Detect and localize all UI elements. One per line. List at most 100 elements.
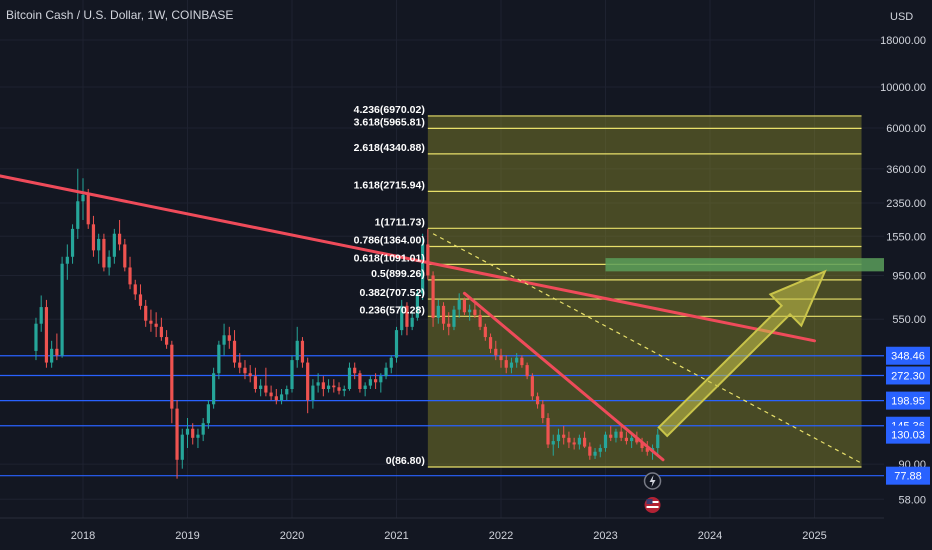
candle-body xyxy=(65,256,69,264)
price-badge[interactable] xyxy=(886,366,930,385)
time-axis[interactable]: 2018 2019 2020 2021 2022 2023 2024 2025 xyxy=(0,517,884,542)
us-flag-icon[interactable] xyxy=(644,497,661,513)
price-tick-label: 18000.00 xyxy=(880,35,926,47)
candle-body xyxy=(436,305,440,318)
candle-body xyxy=(337,387,341,391)
price-tick-label: 6000.00 xyxy=(886,123,926,135)
resistance-zone[interactable] xyxy=(605,258,885,272)
candle-body xyxy=(243,367,247,374)
time-tick-label: 2023 xyxy=(593,530,617,542)
lightning-icon[interactable] xyxy=(643,472,662,490)
candle-body xyxy=(86,194,90,225)
candle-body xyxy=(624,437,628,442)
dashed-trendline[interactable] xyxy=(432,233,862,464)
candle-body xyxy=(180,434,184,460)
candle-body xyxy=(499,355,503,361)
candle-body xyxy=(133,284,137,295)
candle-body xyxy=(159,326,163,338)
candle-body xyxy=(630,437,634,442)
candle-body xyxy=(238,362,242,368)
candle-body xyxy=(431,275,435,318)
candle-body xyxy=(530,376,534,397)
resistance-zone-box[interactable] xyxy=(605,258,885,272)
candle-body xyxy=(107,256,111,268)
time-tick-label: 2025 xyxy=(802,530,826,542)
price-badge[interactable] xyxy=(886,346,930,365)
candle-body xyxy=(170,344,174,409)
candle-body xyxy=(535,396,540,405)
projection-arrow[interactable] xyxy=(657,269,827,438)
price-badge[interactable] xyxy=(886,425,930,444)
candle-body xyxy=(222,335,226,345)
candle-body xyxy=(165,337,169,345)
candle-body xyxy=(583,437,587,447)
projection-arrow-shape[interactable] xyxy=(657,269,827,438)
event-markers[interactable] xyxy=(643,472,662,513)
candle-body xyxy=(556,434,561,442)
candle-body xyxy=(332,385,336,388)
candle-body xyxy=(290,360,294,389)
price-badge-label: 348.46 xyxy=(891,351,925,363)
candle-body xyxy=(232,340,237,363)
currency-label: USD xyxy=(890,11,913,23)
candle-body xyxy=(206,404,210,424)
candle-body xyxy=(347,367,352,389)
candle-body xyxy=(353,367,357,374)
candle-body xyxy=(567,437,571,443)
candle-body xyxy=(76,201,80,229)
trendline[interactable] xyxy=(462,291,665,462)
price-tick-label: 58.00 xyxy=(898,494,926,506)
candle-body xyxy=(295,340,299,361)
candle-body xyxy=(70,228,75,257)
candle-body xyxy=(509,362,514,368)
candle-body xyxy=(81,194,85,202)
candle-body xyxy=(478,314,482,327)
candle-body xyxy=(572,442,576,445)
candle-body xyxy=(462,299,467,313)
price-tick-label: 2350.00 xyxy=(886,198,926,210)
candle-body xyxy=(123,244,127,268)
price-badge[interactable] xyxy=(886,391,930,410)
fib-level-label: 0.618(1091.01) xyxy=(354,252,425,264)
candle-body xyxy=(128,267,132,285)
price-tick-label: 550.00 xyxy=(892,314,926,326)
candle-body xyxy=(609,434,613,438)
candle-body xyxy=(640,442,644,449)
time-tick-label: 2021 xyxy=(384,530,408,542)
price-badge[interactable] xyxy=(886,466,930,485)
candle-body xyxy=(248,373,252,377)
candle-body xyxy=(494,348,498,356)
trendline[interactable] xyxy=(0,174,816,343)
candle-body xyxy=(264,385,268,393)
candle-body xyxy=(342,388,346,391)
candle-body xyxy=(405,305,409,327)
time-tick-label: 2022 xyxy=(489,530,513,542)
fib-level-label: 0(86.80) xyxy=(386,455,425,467)
candle-body xyxy=(321,382,325,389)
time-tick-label: 2024 xyxy=(698,530,722,542)
candle-body xyxy=(520,357,524,366)
candle-body xyxy=(201,423,205,435)
candle-body xyxy=(374,379,378,383)
candle-body xyxy=(60,263,64,356)
trendlines[interactable] xyxy=(0,174,862,464)
candle-body xyxy=(117,233,122,245)
candle-body xyxy=(525,365,529,377)
candle-body xyxy=(504,360,508,368)
candle-body xyxy=(645,448,649,452)
candle-body xyxy=(515,357,519,363)
candle-body xyxy=(603,434,608,449)
candle-body xyxy=(358,373,362,389)
candle-body xyxy=(196,434,200,438)
candle-body xyxy=(300,340,305,363)
support-lines[interactable] xyxy=(0,355,884,477)
candle-body xyxy=(562,434,566,438)
price-axis[interactable]: USD 18000.00 10000.00 6000.00 3600.00 2350.00… xyxy=(880,0,932,550)
candle-body xyxy=(39,307,43,324)
candle-body xyxy=(217,344,221,374)
candle-body xyxy=(619,431,623,438)
price-tick-label: 3600.00 xyxy=(886,164,926,176)
candle-body xyxy=(279,394,284,401)
candle-body xyxy=(400,305,404,331)
